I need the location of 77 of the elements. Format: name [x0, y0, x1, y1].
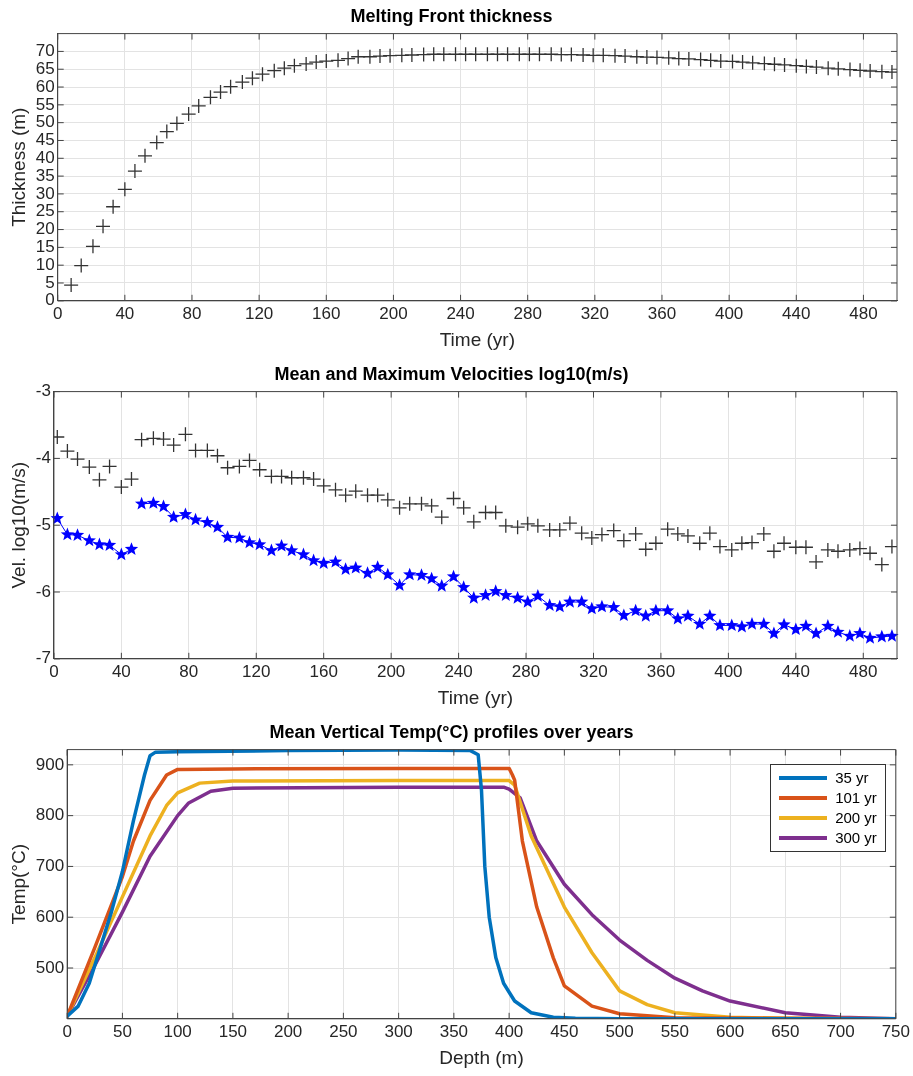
- y-tick-label: 700: [35, 856, 65, 876]
- x-tick-label: 160: [309, 661, 338, 681]
- x-tick-label: 40: [115, 303, 135, 323]
- x-axis-title: Depth (m): [439, 1046, 524, 1068]
- x-tick-label: 40: [111, 661, 131, 681]
- y-tick-label: 900: [35, 754, 65, 774]
- y-axis-title: Thickness (m): [7, 107, 29, 227]
- x-tick-label: 320: [580, 303, 610, 323]
- x-tick-label: 360: [646, 661, 676, 681]
- y-tick-label: 500: [35, 957, 65, 977]
- x-tick-label: 500: [605, 1021, 634, 1041]
- chart-title: Mean Vertical Temp(°C) profiles over years: [269, 721, 634, 742]
- y-tick-label: 15: [35, 237, 55, 257]
- x-tick-label: 650: [771, 1021, 800, 1041]
- x-tick-label: 120: [242, 661, 271, 681]
- x-tick-label: 240: [444, 661, 473, 681]
- x-tick-label: 480: [849, 303, 878, 323]
- x-tick-label: 350: [439, 1021, 469, 1041]
- chart-title: Melting Front thickness: [350, 5, 553, 26]
- y-tick-label: 35: [35, 165, 55, 185]
- legend-label: 35 yr: [835, 769, 869, 787]
- x-tick-label: 550: [660, 1021, 690, 1041]
- y-tick-label: 70: [35, 41, 55, 61]
- x-tick-label: 360: [647, 303, 677, 323]
- y-tick-label: 60: [35, 76, 55, 96]
- y-tick-label: 30: [35, 183, 55, 203]
- y-tick-label: 45: [35, 130, 55, 150]
- y-tick-label: 40: [35, 147, 55, 167]
- x-axis-title: Time (yr): [439, 328, 515, 350]
- x-tick-label: 320: [579, 661, 608, 681]
- y-tick-label: 55: [35, 94, 55, 114]
- x-tick-label: 400: [714, 303, 744, 323]
- x-tick-label: 240: [446, 303, 475, 323]
- y-tick-label: 25: [35, 201, 55, 221]
- x-tick-label: 160: [312, 303, 341, 323]
- x-tick-label: 150: [218, 1021, 248, 1041]
- y-tick-label: 50: [35, 112, 55, 132]
- x-tick-label: 200: [376, 661, 406, 681]
- x-tick-label: 280: [511, 661, 541, 681]
- y-tick-label: -5: [35, 514, 51, 534]
- y-tick-label: -6: [35, 581, 51, 601]
- y-axis-title: Temp(°C): [7, 843, 29, 925]
- y-tick-label: 800: [35, 805, 65, 825]
- y-tick-label: 20: [35, 219, 55, 239]
- x-tick-label: 400: [714, 661, 743, 681]
- x-tick-label: 120: [244, 303, 274, 323]
- x-tick-label: 250: [329, 1021, 358, 1041]
- x-tick-label: 200: [379, 303, 408, 323]
- y-tick-label: 10: [35, 254, 55, 274]
- x-axis-title: Time (yr): [437, 686, 514, 708]
- chart-title: Mean and Maximum Velocities log10(m/s): [274, 363, 629, 384]
- legend-label: 300 yr: [835, 829, 877, 847]
- x-tick-label: 480: [849, 661, 878, 681]
- y-tick-label: -7: [35, 648, 51, 668]
- y-tick-label: 0: [45, 290, 55, 310]
- y-axis-title: Vel. log10(m/s): [7, 461, 29, 589]
- x-tick-label: 750: [881, 1021, 911, 1041]
- x-tick-label: 700: [826, 1021, 855, 1041]
- y-tick-label: -4: [35, 448, 51, 468]
- y-tick-label: 65: [35, 58, 55, 78]
- x-tick-label: 80: [182, 303, 202, 323]
- y-tick-label: 600: [35, 906, 65, 926]
- x-tick-label: 600: [715, 1021, 745, 1041]
- legend-label: 200 yr: [835, 809, 877, 827]
- y-tick-label: 5: [45, 272, 55, 292]
- x-tick-label: 50: [112, 1021, 132, 1041]
- x-tick-label: 100: [163, 1021, 192, 1041]
- x-tick-label: 80: [179, 661, 199, 681]
- x-tick-label: 440: [781, 661, 811, 681]
- x-tick-label: 440: [782, 303, 811, 323]
- y-tick-label: -3: [35, 381, 51, 401]
- x-tick-label: 200: [273, 1021, 303, 1041]
- x-tick-label: 400: [494, 1021, 524, 1041]
- legend-label: 101 yr: [835, 789, 877, 807]
- x-tick-label: 280: [513, 303, 542, 323]
- x-tick-label: 450: [550, 1021, 579, 1041]
- x-tick-label: 300: [384, 1021, 413, 1041]
